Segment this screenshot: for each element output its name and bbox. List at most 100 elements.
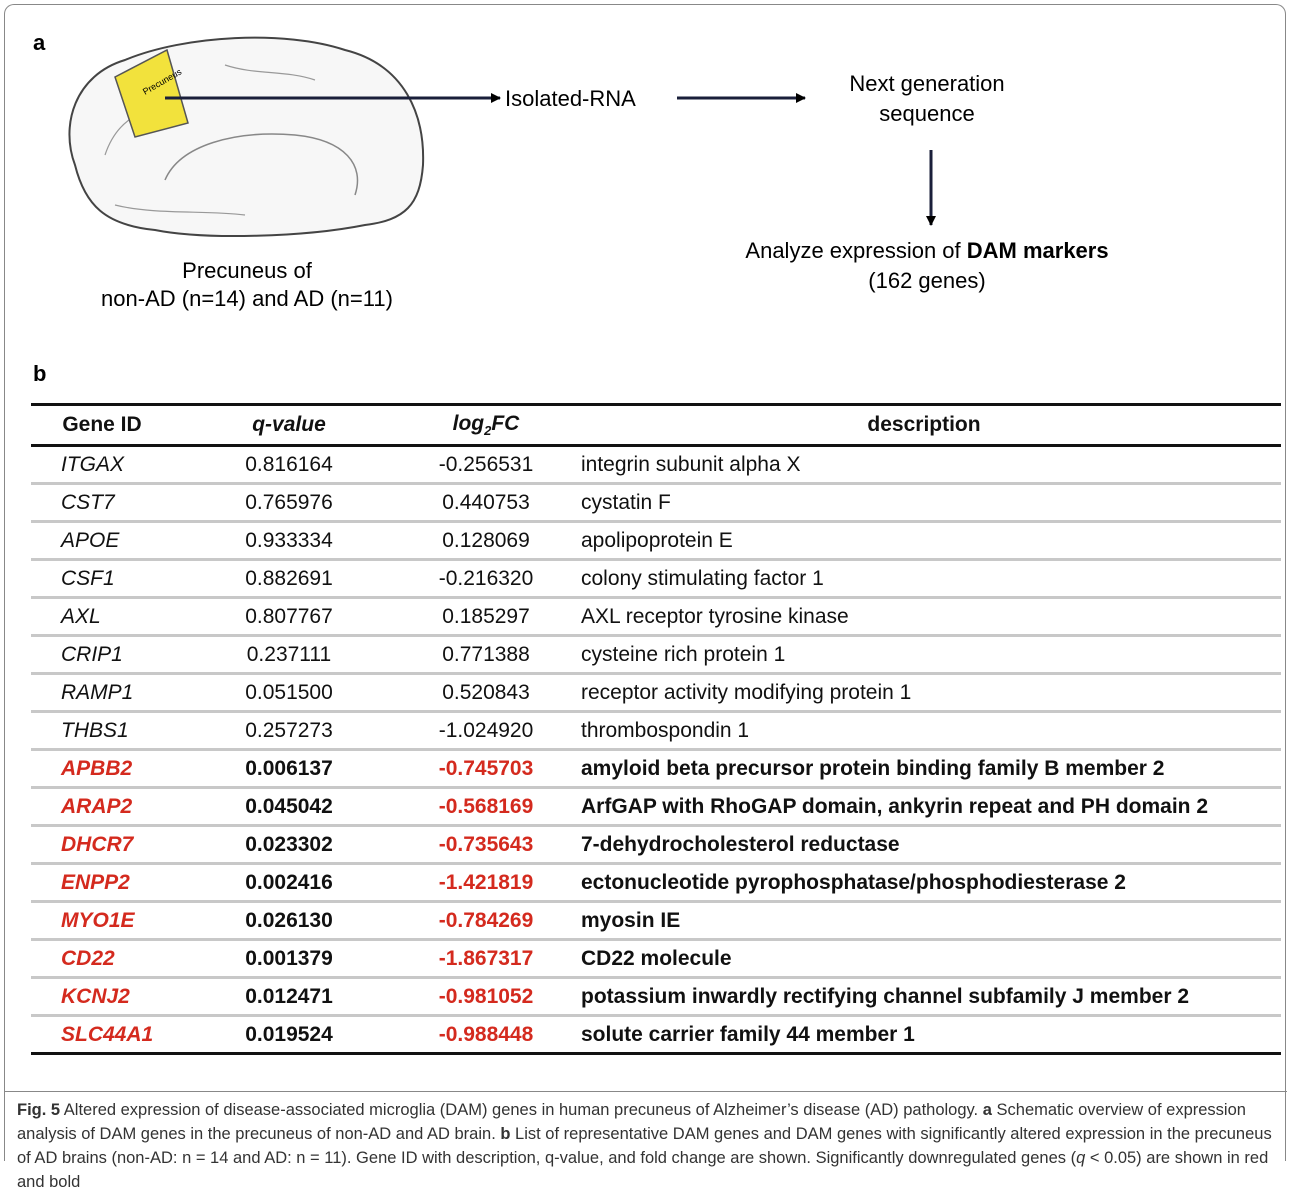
table-cell: 0.045042 <box>173 787 405 827</box>
table-cell: KCNJ2 <box>31 977 173 1017</box>
table-cell: -0.568169 <box>405 787 567 827</box>
table-row: ARAP2 0.045042 -0.568169 ArfGAP with RhoGAP… <box>31 787 1281 827</box>
table-row: CST7 0.765976 0.440753 cystatin F <box>31 483 1281 523</box>
table-cell: apolipoprotein E <box>567 521 1281 561</box>
text: Analyze expression of <box>745 238 966 263</box>
table-cell: 0.026130 <box>173 901 405 941</box>
table-row: DHCR7 0.023302 -0.735643 7-dehydrocholester… <box>31 825 1281 865</box>
caption: Fig. 5 Altered expression of disease-ass… <box>5 1091 1287 1194</box>
table-cell: AXL <box>31 597 173 637</box>
table-cell: ArfGAP with RhoGAP domain, ankyrin repea… <box>567 787 1281 827</box>
table-cell: MYO1E <box>31 901 173 941</box>
table-cell: 0.257273 <box>173 711 405 751</box>
table-cell: 0.807767 <box>173 597 405 637</box>
table-cell: 0.440753 <box>405 483 567 523</box>
table-row: CRIP1 0.237111 0.771388 cysteine rich prote… <box>31 635 1281 675</box>
table-cell: -0.988448 <box>405 1015 567 1055</box>
table-cell: THBS1 <box>31 711 173 751</box>
figure: a Precuneus Isolated-RNA Next generation… <box>4 4 1287 1191</box>
table-cell: -0.216320 <box>405 559 567 599</box>
precuneus-region <box>114 48 189 138</box>
table-cell: colony stimulating factor 1 <box>567 559 1281 599</box>
table-row: MYO1E 0.026130 -0.784269 myosin IE <box>31 901 1281 941</box>
table-row: SLC44A1 0.019524 -0.988448 solute carrier f… <box>31 1015 1281 1055</box>
table-cell: -0.745703 <box>405 749 567 789</box>
text: q <box>1076 1149 1086 1167</box>
table-row: APBB2 0.006137 -0.745703 amyloid beta precu… <box>31 749 1281 789</box>
header-cell: q-value <box>173 403 405 447</box>
table-cell: 0.006137 <box>173 749 405 789</box>
table-cell: 0.002416 <box>173 863 405 903</box>
text: Schematic overview of expression analysi… <box>17 1101 1246 1143</box>
table-cell: potassium inwardly rectifying channel su… <box>567 977 1281 1017</box>
header-cell: log2FC <box>405 403 567 447</box>
table-cell: ENPP2 <box>31 863 173 903</box>
table-cell: 0.051500 <box>173 673 405 713</box>
gene-table: Gene ID q-value log2FC description ITGAX… <box>31 403 1281 1055</box>
table-cell: amyloid beta precursor protein binding f… <box>567 749 1281 789</box>
text: 2 <box>484 423 492 439</box>
table-row: CD22 0.001379 -1.867317 CD22 molecule <box>31 939 1281 979</box>
table-cell: cysteine rich protein 1 <box>567 635 1281 675</box>
table-cell: -0.981052 <box>405 977 567 1017</box>
table-cell: cystatin F <box>567 483 1281 523</box>
table-cell: CSF1 <box>31 559 173 599</box>
table-cell: RAMP1 <box>31 673 173 713</box>
sample-label: Precuneus of <box>182 258 313 283</box>
table-row: ENPP2 0.002416 -1.421819 ectonucleotide pyr… <box>31 863 1281 903</box>
table-cell: 0.023302 <box>173 825 405 865</box>
table-cell: DHCR7 <box>31 825 173 865</box>
table-cell: 0.933334 <box>173 521 405 561</box>
text: log <box>452 411 485 435</box>
table-cell: CD22 molecule <box>567 939 1281 979</box>
table-cell: -0.256531 <box>405 445 567 485</box>
table-cell: 0.019524 <box>173 1015 405 1055</box>
table-cell: 0.882691 <box>173 559 405 599</box>
table-cell: 0.765976 <box>173 483 405 523</box>
text: a <box>982 1101 992 1119</box>
text: Altered expression of disease-associated… <box>60 1101 983 1119</box>
brain-sulcus <box>164 133 359 196</box>
panel-a: a Precuneus Isolated-RNA Next generation… <box>33 30 1109 386</box>
table-cell: 0.185297 <box>405 597 567 637</box>
table-cell: CD22 <box>31 939 173 979</box>
table-cell: APBB2 <box>31 749 173 789</box>
table-body: ITGAX 0.816164 -0.256531 integrin subunit a… <box>31 445 1281 1055</box>
step-label: Analyze expression of DAM markers <box>745 238 1108 263</box>
table-cell: -1.421819 <box>405 863 567 903</box>
table-cell: CST7 <box>31 483 173 523</box>
panel-label: b <box>33 361 46 386</box>
table-cell: AXL receptor tyrosine kinase <box>567 597 1281 637</box>
table-cell: APOE <box>31 521 173 561</box>
table-row: CSF1 0.882691 -0.216320 colony stimulating … <box>31 559 1281 599</box>
table-cell: solute carrier family 44 member 1 <box>567 1015 1281 1055</box>
table-cell: 0.520843 <box>405 673 567 713</box>
table-cell: -0.735643 <box>405 825 567 865</box>
table-cell: SLC44A1 <box>31 1015 173 1055</box>
text: FC <box>491 411 520 435</box>
sample-label: non-AD (n=14) and AD (n=11) <box>101 286 393 311</box>
table-cell: 0.012471 <box>173 977 405 1017</box>
table-cell: 0.237111 <box>173 635 405 675</box>
step-label: (162 genes) <box>868 268 985 293</box>
table-cell: -1.024920 <box>405 711 567 751</box>
table-cell: ARAP2 <box>31 787 173 827</box>
table-row: AXL 0.807767 0.185297 AXL receptor tyrosine… <box>31 597 1281 637</box>
text: List of representative DAM genes and DAM… <box>17 1125 1272 1167</box>
table-row: THBS1 0.257273 -1.024920 thrombospondin 1 <box>31 711 1281 751</box>
table-cell: 0.816164 <box>173 445 405 485</box>
table-cell: receptor activity modifying protein 1 <box>567 673 1281 713</box>
step-label: Isolated-RNA <box>505 86 636 111</box>
header-cell: Gene ID <box>31 403 173 447</box>
table-cell: thrombospondin 1 <box>567 711 1281 751</box>
header-cell: description <box>567 403 1281 447</box>
table-cell: 0.771388 <box>405 635 567 675</box>
step-label: sequence <box>879 101 974 126</box>
table-cell: myosin IE <box>567 901 1281 941</box>
panel-label: a <box>33 30 46 55</box>
table-cell: ITGAX <box>31 445 173 485</box>
table-cell: integrin subunit alpha X <box>567 445 1281 485</box>
text: DAM markers <box>967 238 1109 263</box>
table-cell: -0.784269 <box>405 901 567 941</box>
page: a Precuneus Isolated-RNA Next generation… <box>4 4 1287 1191</box>
